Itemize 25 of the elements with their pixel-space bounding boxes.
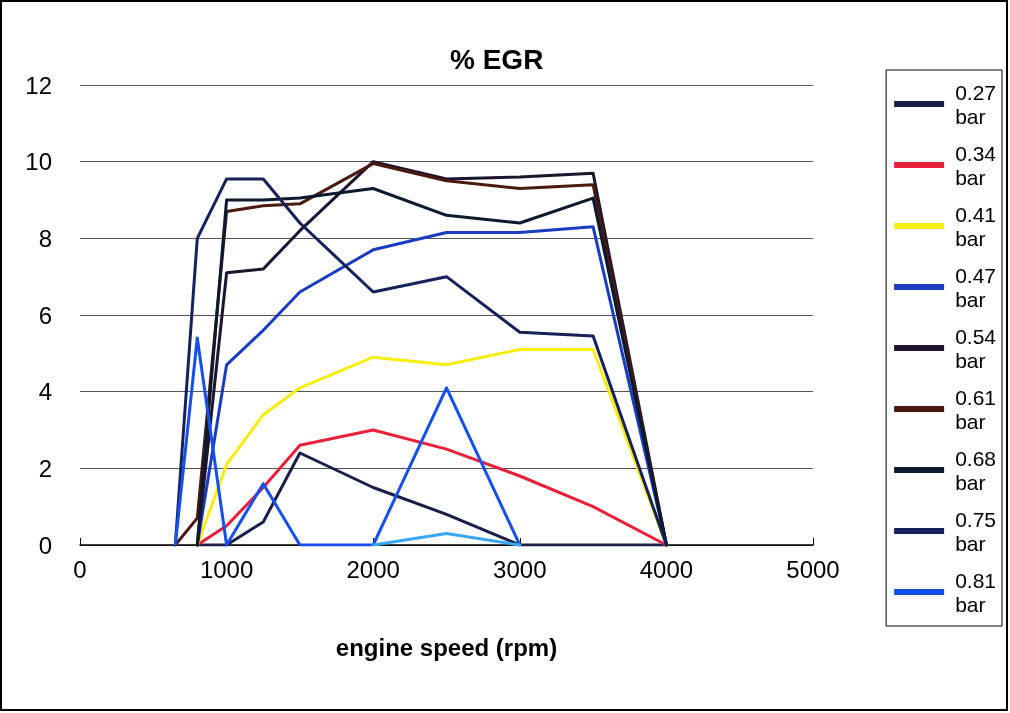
x-axis-title: engine speed (rpm) — [335, 633, 558, 661]
chart-title: % EGR — [450, 43, 544, 75]
y-tick-label: 8 — [38, 224, 52, 252]
x-tick-label: 0 — [73, 555, 87, 583]
y-tick-label: 10 — [25, 148, 52, 176]
legend-label: 0.41 bar — [955, 202, 996, 250]
legend-label: 0.61 bar — [955, 385, 996, 433]
legend-label: 0.68 bar — [955, 446, 996, 494]
legend-label: 0.54 bar — [955, 324, 997, 372]
x-tick-label: 4000 — [639, 555, 694, 583]
y-tick-label: 0 — [38, 531, 52, 559]
y-tick-label: 6 — [38, 301, 52, 329]
legend-label: 0.81 bar — [955, 568, 996, 616]
x-tick-label: 5000 — [786, 555, 840, 583]
legend-label: 0.27 bar — [955, 80, 996, 128]
x-tick-label: 1000 — [199, 555, 254, 583]
legend-label: 0.47 bar — [955, 263, 996, 311]
legend-label: 0.34 bar — [955, 141, 997, 189]
y-tick-label: 4 — [38, 378, 52, 406]
x-tick-label: 2000 — [346, 555, 400, 583]
legend-label: 0.75 bar — [955, 507, 996, 555]
x-tick-label: 3000 — [493, 555, 547, 583]
line-series — [173, 336, 522, 547]
y-tick-label: 2 — [38, 454, 52, 482]
y-tick-label: 12 — [25, 71, 52, 99]
